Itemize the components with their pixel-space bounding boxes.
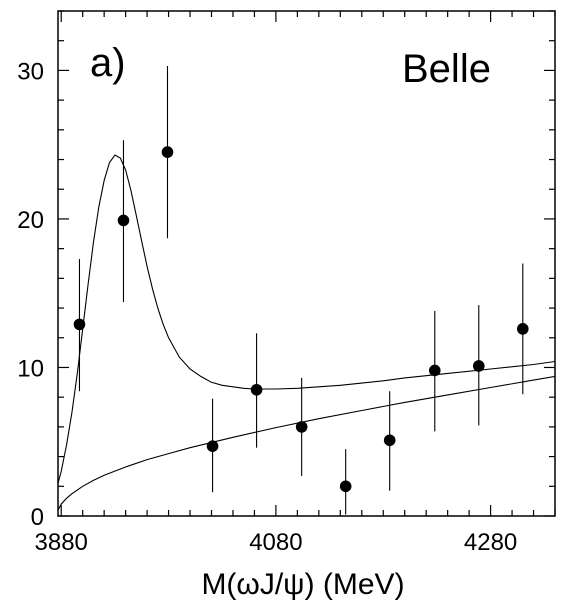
total-fit-curve xyxy=(58,154,555,484)
x-tick-label: 4280 xyxy=(464,529,517,556)
data-point xyxy=(516,323,529,335)
data-point xyxy=(295,421,308,433)
data-point xyxy=(206,440,219,452)
x-axis-title: M(ωJ/ψ) (MeV) xyxy=(201,568,404,601)
y-tick-label: 30 xyxy=(17,58,44,85)
axis-ticks xyxy=(58,10,556,517)
panel-label: a) xyxy=(90,41,126,85)
y-tick-label: 0 xyxy=(31,504,44,531)
data-point xyxy=(73,318,86,331)
fit-curves xyxy=(58,154,555,511)
data-point xyxy=(428,364,441,377)
x-tick-label: 4080 xyxy=(249,529,302,556)
x-tick-label: 3880 xyxy=(35,529,88,556)
data-point xyxy=(161,146,174,158)
data-point xyxy=(472,360,485,372)
data-point xyxy=(339,480,352,493)
background-curve xyxy=(58,375,555,511)
y-tick-label: 20 xyxy=(17,207,44,234)
data-point xyxy=(250,383,263,396)
data-point xyxy=(562,333,568,345)
y-tick-label: 10 xyxy=(17,355,44,382)
experiment-label: Belle xyxy=(402,47,491,91)
data-point xyxy=(117,214,130,227)
tick-labels: 3880 4080 4280 0 10 20 30 xyxy=(17,58,517,556)
data-points xyxy=(73,65,568,515)
data-point xyxy=(383,434,396,447)
plot-frame xyxy=(57,10,556,517)
